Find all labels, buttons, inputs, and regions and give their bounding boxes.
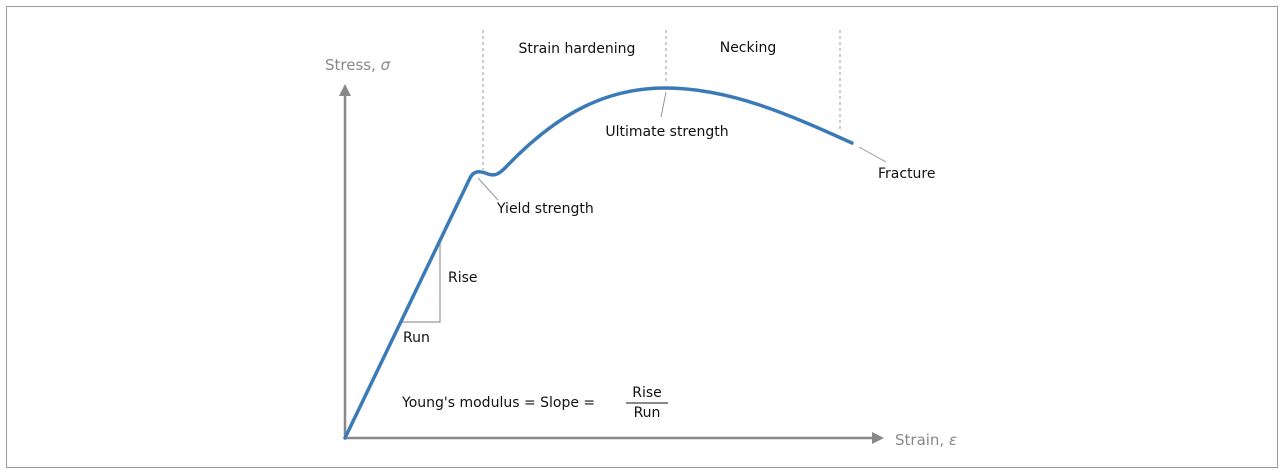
formula-denominator: Run bbox=[634, 405, 661, 421]
stress-strain-curve bbox=[343, 86, 854, 440]
point-label: Fracture bbox=[878, 166, 936, 182]
point-label: Ultimate strength bbox=[605, 124, 728, 140]
formula-numerator: Rise bbox=[632, 385, 662, 401]
slope-triangle bbox=[401, 242, 441, 323]
x-axis-label-text: Strain, bbox=[895, 431, 944, 449]
y-axis-label: Stress, σ bbox=[325, 56, 391, 74]
formula: Young's modulus = Slope = bbox=[401, 395, 595, 411]
x-axis-label: Strain, ε bbox=[895, 431, 957, 449]
run-label: Run bbox=[403, 330, 430, 346]
region-label: Strain hardening bbox=[519, 41, 636, 57]
y-axis-label-text: Stress, bbox=[325, 56, 376, 74]
leader bbox=[477, 177, 499, 201]
region-label: Necking bbox=[720, 40, 777, 56]
x-axis-symbol: ε bbox=[949, 431, 957, 449]
point-label: Yield strength bbox=[496, 201, 594, 217]
leader bbox=[660, 91, 667, 118]
rise-label: Rise bbox=[448, 270, 478, 286]
frame bbox=[6, 6, 1278, 468]
leader bbox=[858, 146, 887, 163]
y-axis-symbol: σ bbox=[381, 56, 391, 74]
